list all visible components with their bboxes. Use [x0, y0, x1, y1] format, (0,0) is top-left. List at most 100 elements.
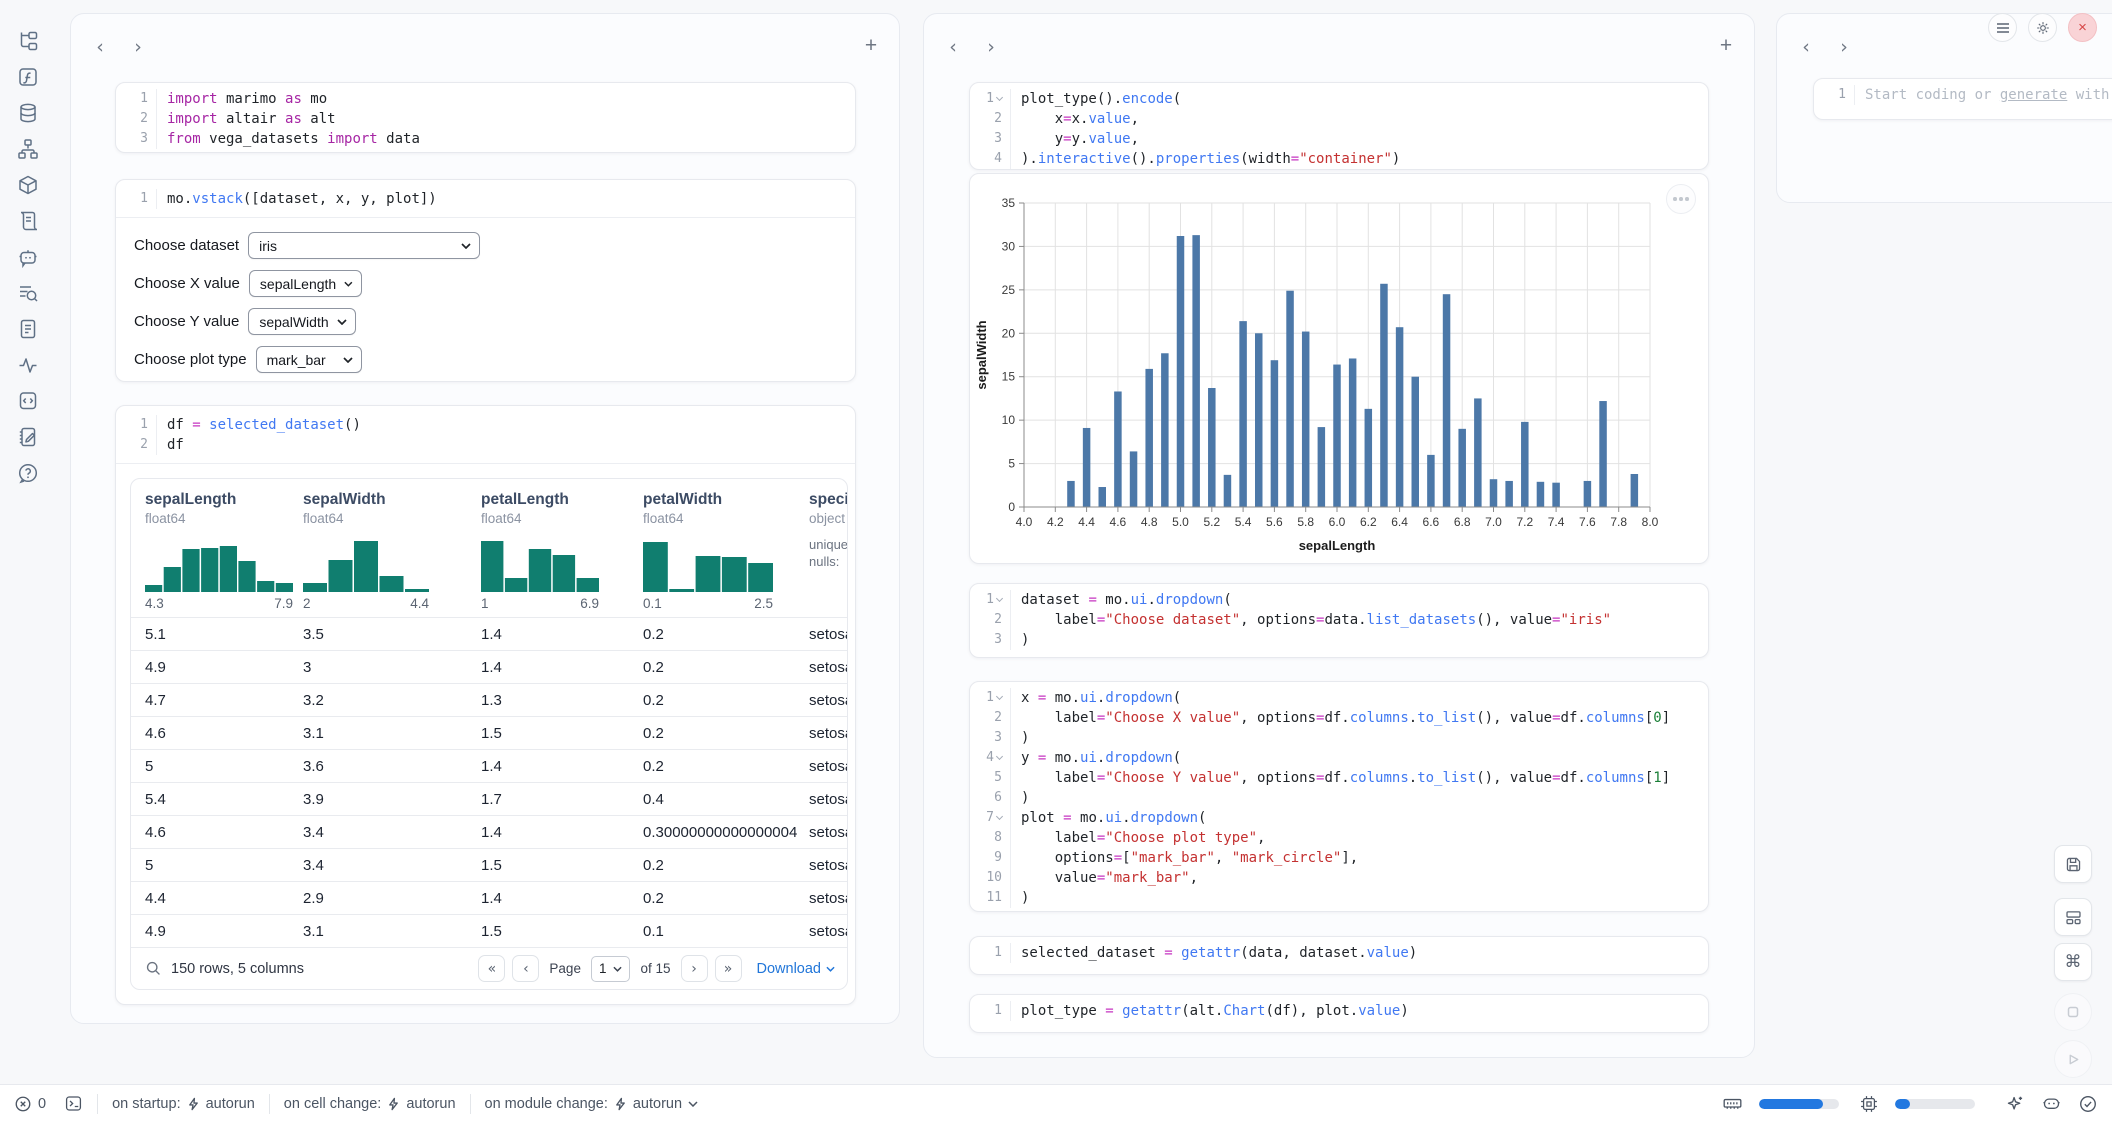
table-row[interactable]: 4.6 3.1 1.5 0.2 setosa — [131, 716, 847, 749]
error-count[interactable]: 0 — [14, 1095, 46, 1113]
fold-chevron-icon[interactable] — [995, 812, 1004, 821]
menu-button[interactable] — [1988, 13, 2017, 42]
chevron-left-icon[interactable]: ‹ — [96, 36, 104, 58]
code-line[interactable]: 1 selected_dataset = getattr(data, datase… — [976, 943, 1698, 963]
code-line[interactable]: 2 x=x.value, — [976, 109, 1698, 129]
runtime-config-item[interactable]: on startup: autorun — [112, 1095, 255, 1112]
bar-chart[interactable]: 0 5 10 15 20 25 30 35 4.0 4.2 4.4 4.6 4.8 5.0 5.2 5.4 5.… — [970, 174, 1708, 563]
column-histogram[interactable] — [145, 538, 303, 592]
fold-chevron-icon[interactable] — [995, 594, 1004, 603]
table-row[interactable]: 4.6 3.4 1.4 0.30000000000000004 setosa — [131, 815, 847, 848]
code-line[interactable]: 7 plot = mo.ui.dropdown( — [976, 808, 1698, 828]
code-line[interactable]: 9 options=["mark_bar", "mark_circle"], — [976, 848, 1698, 868]
code-line[interactable]: 1 plot_type().encode( — [976, 89, 1698, 109]
code-line[interactable]: 11) — [976, 888, 1698, 908]
table-row[interactable]: 4.4 2.9 1.4 0.2 setosa — [131, 881, 847, 914]
table-row[interactable]: 4.7 3.2 1.3 0.2 setosa — [131, 683, 847, 716]
chevron-right-icon[interactable]: › — [134, 36, 142, 58]
code-cell-plot[interactable]: 1 plot_type().encode(2 x=x.value, 3 y=y.va… — [969, 82, 1709, 170]
add-cell-button[interactable]: + — [864, 34, 878, 57]
column-histogram[interactable] — [481, 538, 643, 592]
page-select[interactable]: 1 — [590, 955, 631, 982]
code-line[interactable]: 2 df — [122, 435, 845, 455]
code-cell-vstack[interactable]: 1 mo.vstack([dataset, x, y, plot]) Choose… — [115, 179, 856, 382]
code-line[interactable]: 3 y=y.value, — [976, 129, 1698, 149]
column-histogram[interactable] — [643, 538, 809, 592]
ai-sparkle-button[interactable] — [2005, 1094, 2025, 1114]
fold-chevron-icon[interactable] — [995, 752, 1004, 761]
database-icon[interactable] — [13, 98, 43, 128]
code-line[interactable]: 6) — [976, 788, 1698, 808]
chevron-left-icon[interactable]: ‹ — [949, 36, 957, 58]
help-icon[interactable] — [13, 458, 43, 488]
runtime-config-item[interactable]: on cell change: autorun — [283, 1095, 456, 1112]
download-button[interactable]: Download — [757, 961, 836, 977]
generate-link[interactable]: generate — [1999, 87, 2068, 103]
run-button[interactable] — [2054, 1040, 2092, 1078]
fold-chevron-icon[interactable] — [995, 692, 1004, 701]
code-line[interactable]: 4).interactive().properties(width="conta… — [976, 149, 1698, 169]
dropdown-select[interactable]: sepalWidth — [248, 308, 357, 335]
code-line[interactable]: 3) — [976, 630, 1698, 650]
table-row[interactable]: 5.1 3.5 1.4 0.2 setosa — [131, 617, 847, 650]
scratchpad-icon[interactable] — [13, 422, 43, 452]
chevron-left-icon[interactable]: ‹ — [1802, 36, 1810, 58]
scratch-editor-cell[interactable]: 1 Start coding or generate with — [1813, 78, 2112, 120]
column-header[interactable]: sepalLength float64 4.3 7.9 — [131, 491, 303, 611]
settings-gear-button[interactable] — [2028, 13, 2057, 42]
column-header[interactable]: petalWidth float64 0.1 2.5 — [643, 491, 809, 611]
keyboard-shortcuts-button[interactable]: ⌘ — [2054, 943, 2092, 981]
code-cell-imports[interactable]: 1 import marimo as mo 2 import altair as al… — [115, 82, 856, 153]
add-cell-button[interactable]: + — [1719, 34, 1733, 57]
last-page-button[interactable]: » — [714, 955, 742, 982]
search-list-icon[interactable] — [13, 278, 43, 308]
chart-menu-button[interactable] — [1666, 184, 1696, 214]
code-line[interactable]: 1 df = selected_dataset() — [122, 415, 845, 435]
code-line[interactable]: 1 dataset = mo.ui.dropdown( — [976, 590, 1698, 610]
document-icon[interactable] — [13, 314, 43, 344]
code-line[interactable]: 1 import marimo as mo — [122, 89, 845, 109]
code-cell-dataframe[interactable]: 1 df = selected_dataset() 2 df sepalLength f… — [115, 405, 856, 1005]
chevron-right-icon[interactable]: › — [987, 36, 995, 58]
search-icon[interactable] — [145, 960, 162, 977]
code-line[interactable]: 5 label="Choose Y value", options=df.col… — [976, 768, 1698, 788]
connection-status-icon[interactable] — [2078, 1094, 2098, 1114]
dropdown-select[interactable]: sepalLength — [248, 270, 362, 297]
chevron-right-icon[interactable]: › — [1840, 36, 1848, 58]
file-tree-icon[interactable] — [13, 26, 43, 56]
code-line[interactable]: 3) — [976, 728, 1698, 748]
save-button[interactable] — [2054, 845, 2092, 883]
fold-chevron-icon[interactable] — [995, 93, 1004, 102]
table-row[interactable]: 5 3.4 1.5 0.2 setosa — [131, 848, 847, 881]
code-line[interactable]: 1 mo.vstack([dataset, x, y, plot]) — [122, 189, 845, 209]
column-header[interactable]: sepalWidth float64 2 4.4 — [303, 491, 481, 611]
code-line[interactable]: 1 plot_type = getattr(alt.Chart(df), plot… — [976, 1001, 1698, 1021]
terminal-button[interactable] — [64, 1094, 83, 1113]
column-header[interactable]: petalLength float64 1 6.9 — [481, 491, 643, 611]
layout-button[interactable] — [2054, 898, 2092, 936]
copilot-button[interactable] — [2041, 1093, 2062, 1114]
scroll-icon[interactable] — [13, 206, 43, 236]
table-row[interactable]: 5.4 3.9 1.7 0.4 setosa — [131, 782, 847, 815]
code-line[interactable]: 3 from vega_datasets import data — [122, 129, 845, 149]
first-page-button[interactable]: « — [478, 955, 506, 982]
table-row[interactable]: 4.9 3 1.4 0.2 setosa — [131, 650, 847, 683]
table-scroll-area[interactable]: sepalLength float64 4.3 7.9 sepalWidth float6… — [131, 479, 847, 947]
table-row[interactable]: 5 3.6 1.4 0.2 setosa — [131, 749, 847, 782]
dropdown-select[interactable]: mark_bar — [255, 346, 362, 373]
code-cell-plot-type[interactable]: 1 plot_type = getattr(alt.Chart(df), plot… — [969, 994, 1709, 1033]
code-line[interactable]: 2 label="Choose X value", options=df.col… — [976, 708, 1698, 728]
function-square-icon[interactable] — [13, 62, 43, 92]
code-snippet-icon[interactable] — [13, 386, 43, 416]
code-line[interactable]: 2 label="Choose dataset", options=data.l… — [976, 610, 1698, 630]
code-line[interactable]: 10 value="mark_bar", — [976, 868, 1698, 888]
table-row[interactable]: 4.9 3.1 1.5 0.1 setosa — [131, 914, 847, 947]
code-cell-selected-dataset[interactable]: 1 selected_dataset = getattr(data, datase… — [969, 936, 1709, 975]
column-histogram[interactable] — [303, 538, 481, 592]
code-line[interactable]: 2 import altair as alt — [122, 109, 845, 129]
chat-bot-icon[interactable] — [13, 242, 43, 272]
code-cell-dataset-dropdown[interactable]: 1 dataset = mo.ui.dropdown(2 label="Choos… — [969, 583, 1709, 658]
